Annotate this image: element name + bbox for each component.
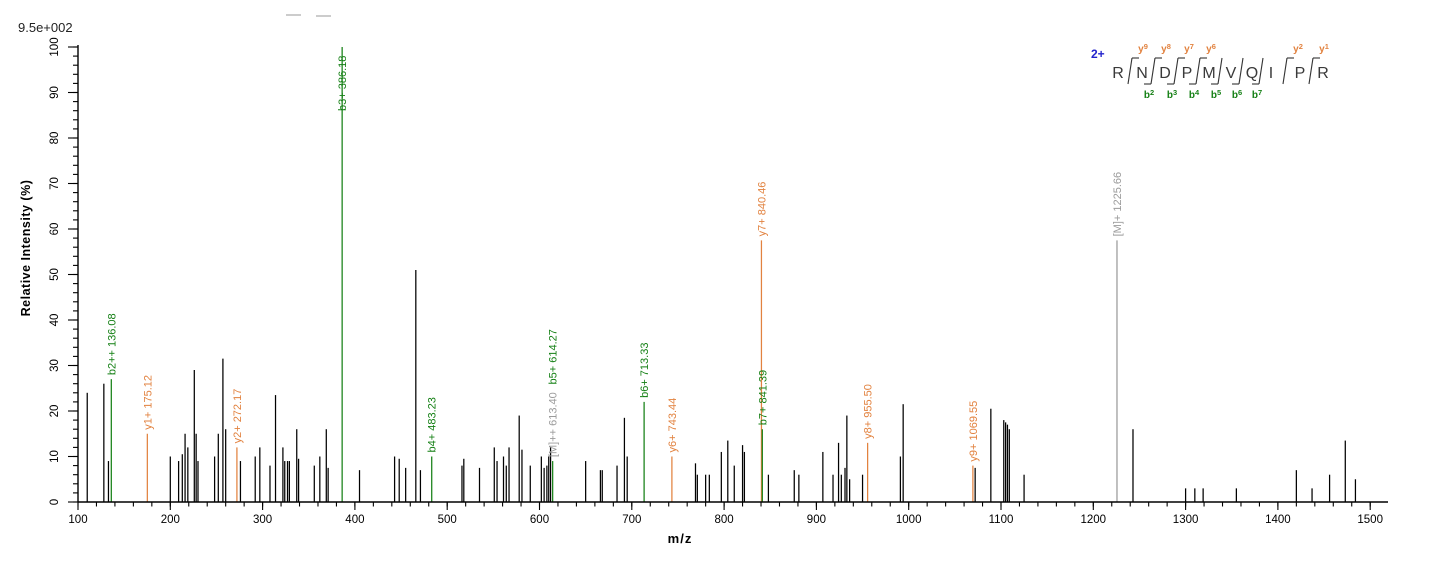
svg-text:1200: 1200: [1081, 514, 1107, 526]
svg-text:1100: 1100: [989, 514, 1014, 526]
svg-text:y6+ 743.44: y6+ 743.44: [667, 398, 679, 453]
svg-text:1300: 1300: [1173, 514, 1199, 526]
svg-text:800: 800: [715, 514, 734, 526]
svg-text:80: 80: [49, 132, 61, 145]
svg-text:40: 40: [49, 314, 61, 327]
svg-text:300: 300: [253, 514, 272, 526]
svg-text:30: 30: [49, 359, 61, 372]
svg-text:b2: b2: [1144, 88, 1154, 101]
svg-text:[M]+ 1225.66: [M]+ 1225.66: [1112, 172, 1124, 237]
svg-text:b4: b4: [1189, 88, 1200, 101]
svg-text:b5: b5: [1211, 88, 1221, 101]
svg-text:y8+ 955.50: y8+ 955.50: [863, 384, 875, 439]
svg-text:y6: y6: [1206, 42, 1216, 55]
svg-text:100: 100: [68, 514, 87, 526]
svg-text:20: 20: [49, 405, 61, 418]
svg-text:R: R: [1317, 65, 1329, 82]
svg-text:b6+ 713.33: b6+ 713.33: [639, 343, 651, 398]
svg-text:1000: 1000: [896, 514, 922, 526]
svg-text:900: 900: [807, 514, 826, 526]
svg-text:600: 600: [530, 514, 549, 526]
svg-text:y9: y9: [1138, 42, 1148, 55]
svg-text:b3+ 386.18: b3+ 386.18: [337, 56, 349, 111]
svg-text:400: 400: [345, 514, 364, 526]
svg-text:50: 50: [49, 268, 61, 281]
svg-text:700: 700: [622, 514, 641, 526]
svg-text:0: 0: [49, 499, 61, 505]
svg-text:1500: 1500: [1357, 514, 1383, 526]
svg-text:y1: y1: [1319, 42, 1329, 55]
svg-text:P: P: [1182, 65, 1193, 82]
svg-text:V: V: [1226, 65, 1237, 82]
svg-text:b6: b6: [1232, 88, 1242, 101]
svg-text:y8: y8: [1161, 42, 1171, 55]
svg-text:y7+ 840.46: y7+ 840.46: [756, 182, 768, 237]
top-artifact-dash: [286, 14, 301, 16]
svg-text:R: R: [1112, 65, 1124, 82]
svg-text:y7: y7: [1184, 42, 1194, 55]
svg-text:D: D: [1159, 65, 1171, 82]
x-axis-title: m/z: [667, 531, 693, 546]
svg-text:P: P: [1295, 65, 1306, 82]
svg-text:60: 60: [49, 223, 61, 236]
svg-text:Q: Q: [1246, 65, 1258, 82]
svg-text:1400: 1400: [1265, 514, 1291, 526]
svg-text:M: M: [1202, 65, 1215, 82]
svg-text:200: 200: [161, 514, 180, 526]
svg-text:100: 100: [49, 37, 61, 56]
svg-text:500: 500: [438, 514, 457, 526]
svg-text:N: N: [1136, 65, 1148, 82]
svg-text:b2++ 136.08: b2++ 136.08: [106, 313, 118, 375]
svg-text:y2: y2: [1293, 42, 1303, 55]
svg-text:I: I: [1269, 65, 1273, 82]
svg-text:b5+ 614.27: b5+ 614.27: [548, 329, 560, 384]
svg-text:[M]++ 613.40: [M]++ 613.40: [548, 392, 560, 457]
top-artifact-dash: [316, 15, 331, 17]
svg-text:y2+ 272.17: y2+ 272.17: [232, 389, 244, 444]
svg-text:b7+ 841.39: b7+ 841.39: [757, 370, 769, 425]
intensity-scale-label: 9.5e+002: [18, 20, 73, 35]
svg-text:2+: 2+: [1091, 47, 1105, 61]
svg-text:b3: b3: [1167, 88, 1177, 101]
svg-text:10: 10: [49, 450, 61, 463]
svg-text:y1+ 175.12: y1+ 175.12: [142, 375, 154, 430]
svg-text:90: 90: [49, 86, 61, 99]
svg-text:b7: b7: [1252, 88, 1262, 101]
svg-text:y9+ 1069.55: y9+ 1069.55: [968, 401, 980, 462]
svg-text:b4+ 483.23: b4+ 483.23: [427, 397, 439, 452]
svg-text:70: 70: [49, 177, 61, 190]
